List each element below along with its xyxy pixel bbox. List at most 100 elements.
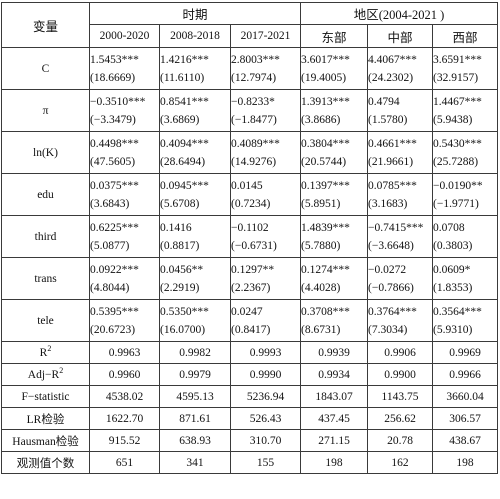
- estimate-cell: −0.1102 (−0.6731): [230, 215, 301, 258]
- estimate-cell: 0.3764*** (7.3034): [367, 299, 433, 342]
- coefficient-value: 0.4094***: [160, 137, 209, 150]
- estimate-cell: 0.4661*** (21.9661): [367, 131, 433, 174]
- statistic-value: 638.93: [159, 429, 231, 452]
- statistic-label: R2: [1, 341, 90, 364]
- statistic-value: 437.45: [300, 407, 368, 430]
- statistic-value: 155: [230, 451, 301, 474]
- statistic-label: 观测值个数: [1, 451, 90, 474]
- t-statistic-value: (7.3034): [368, 323, 408, 336]
- coef-row: edu 0.0375*** (3.6843) 0.0945*** (5.6708) 0.0…: [1, 173, 499, 216]
- t-statistic-value: (0.3803): [433, 239, 473, 252]
- variable-label: ln(K): [1, 131, 90, 174]
- t-statistic-value: (5.6708): [160, 197, 200, 210]
- t-statistic-value: (3.1683): [368, 197, 408, 210]
- coefficient-value: 0.0945***: [160, 179, 209, 192]
- estimate-cell: 0.4794 (1.5780): [367, 89, 433, 132]
- column-header: 2017-2021: [230, 24, 301, 48]
- estimate-cell: 0.0922*** (4.8044): [89, 257, 160, 300]
- coefficient-value: −0.3510***: [90, 95, 146, 108]
- estimate-cell: 0.8541*** (3.6869): [159, 89, 231, 132]
- estimate-cell: 0.4094*** (28.6494): [159, 131, 231, 174]
- t-statistic-value: (32.9157): [433, 71, 479, 84]
- estimate-cell: 0.0945*** (5.6708): [159, 173, 231, 216]
- statistic-value: 1843.07: [300, 385, 368, 408]
- statistic-value: 0.9982: [159, 341, 231, 364]
- t-statistic-value: (0.8417): [231, 323, 271, 336]
- statistic-value: 1143.75: [367, 385, 433, 408]
- coefficient-value: 0.0785***: [368, 179, 417, 192]
- statistic-label-text: Hausman检验: [12, 435, 79, 448]
- t-statistic-value: (3.6843): [90, 197, 130, 210]
- estimate-cell: 0.0247 (0.8417): [230, 299, 301, 342]
- estimate-cell: 0.4089*** (14.9276): [230, 131, 301, 174]
- coefficient-value: 3.6591***: [433, 53, 482, 66]
- column-header: 西部: [431, 24, 499, 48]
- statistic-label-text: Adj−R: [27, 368, 60, 381]
- coefficient-value: −0.0272: [368, 263, 407, 276]
- t-statistic-value: (11.6110): [160, 71, 205, 84]
- estimate-cell: 0.5350*** (16.0700): [159, 299, 231, 342]
- statistic-value: 0.9906: [367, 341, 433, 364]
- estimate-cell: 0.5395*** (20.6723): [89, 299, 160, 342]
- coefficient-value: −0.7415***: [368, 221, 424, 234]
- estimate-cell: −0.3510*** (−3.3479): [89, 89, 160, 132]
- estimate-cell: 1.4216*** (11.6110): [159, 47, 231, 90]
- coefficient-value: −0.1102: [231, 221, 269, 234]
- statistic-value: 0.9900: [367, 363, 433, 386]
- statistic-value: 162: [367, 451, 433, 474]
- coefficient-value: 4.4067***: [368, 53, 417, 66]
- statistic-value: 198: [431, 451, 499, 474]
- statistic-value: 341: [159, 451, 231, 474]
- t-statistic-value: (5.9438): [433, 113, 473, 126]
- estimate-cell: 0.3708*** (8.6731): [300, 299, 368, 342]
- t-statistic-value: (4.4028): [301, 281, 341, 294]
- statistic-value: 0.9934: [300, 363, 368, 386]
- column-header: 东部: [300, 24, 368, 48]
- statistic-label: Adj−R2: [1, 363, 90, 386]
- statistic-label-text: 观测值个数: [16, 457, 75, 470]
- estimate-cell: 1.3913*** (3.8686): [300, 89, 368, 132]
- t-statistic-value: (21.9661): [368, 155, 414, 168]
- estimate-cell: −0.0272 (−0.7866): [367, 257, 433, 300]
- estimate-cell: 3.6017*** (19.4005): [300, 47, 368, 90]
- t-statistic-value: (4.8044): [90, 281, 130, 294]
- coefficient-value: 3.6017***: [301, 53, 350, 66]
- coefficient-value: 0.5430***: [433, 137, 482, 150]
- statistic-value: 526.43: [230, 407, 301, 430]
- stat-row: Adj−R2 0.9960 0.9979 0.9990 0.9934 0.9900 0.99…: [1, 363, 499, 386]
- estimate-cell: −0.7415*** (−3.6648): [367, 215, 433, 258]
- coef-row: trans 0.0922*** (4.8044) 0.0456** (2.2919) 0.…: [1, 257, 499, 300]
- t-statistic-value: (0.8817): [160, 239, 200, 252]
- estimate-cell: 3.6591*** (32.9157): [431, 47, 499, 90]
- t-statistic-value: (28.6494): [160, 155, 206, 168]
- statistic-value: 0.9990: [230, 363, 301, 386]
- coefficient-value: 0.4661***: [368, 137, 417, 150]
- statistic-value: 198: [300, 451, 368, 474]
- t-statistic-value: (18.6669): [90, 71, 136, 84]
- variable-label: third: [1, 215, 90, 258]
- t-statistic-value: (20.6723): [90, 323, 136, 336]
- coefficient-value: 1.4839***: [301, 221, 350, 234]
- coef-row: C 1.5453*** (18.6669) 1.4216*** (11.6110) 2.8…: [1, 47, 499, 90]
- estimate-cell: 0.4498*** (47.5605): [89, 131, 160, 174]
- coefficient-value: 0.1297**: [231, 263, 275, 276]
- t-statistic-value: (−1.8477): [231, 113, 277, 126]
- statistic-value: 0.9966: [431, 363, 499, 386]
- t-statistic-value: (0.7234): [231, 197, 271, 210]
- statistic-value: 871.61: [159, 407, 231, 430]
- t-statistic-value: (1.5780): [368, 113, 408, 126]
- t-statistic-value: (5.7880): [301, 239, 341, 252]
- t-statistic-value: (12.7974): [231, 71, 277, 84]
- t-statistic-value: (14.9276): [231, 155, 277, 168]
- statistic-label: Hausman检验: [1, 429, 90, 452]
- header-row-columns: 2000-2020 2008-2018 2017-2021 东部 中部 西部: [2, 24, 499, 48]
- stat-row: F−statistic 4538.02 4595.13 5236.94 1843.07 1…: [1, 385, 499, 408]
- statistic-value: 915.52: [89, 429, 160, 452]
- t-statistic-value: (−3.6648): [368, 239, 414, 252]
- coefficient-value: 1.5453***: [90, 53, 139, 66]
- estimate-cell: 0.0456** (2.2919): [159, 257, 231, 300]
- statistic-label-text: LR检验: [26, 413, 65, 426]
- t-statistic-value: (5.9310): [433, 323, 473, 336]
- t-statistic-value: (24.2302): [368, 71, 414, 84]
- estimate-cell: 0.1416 (0.8817): [159, 215, 231, 258]
